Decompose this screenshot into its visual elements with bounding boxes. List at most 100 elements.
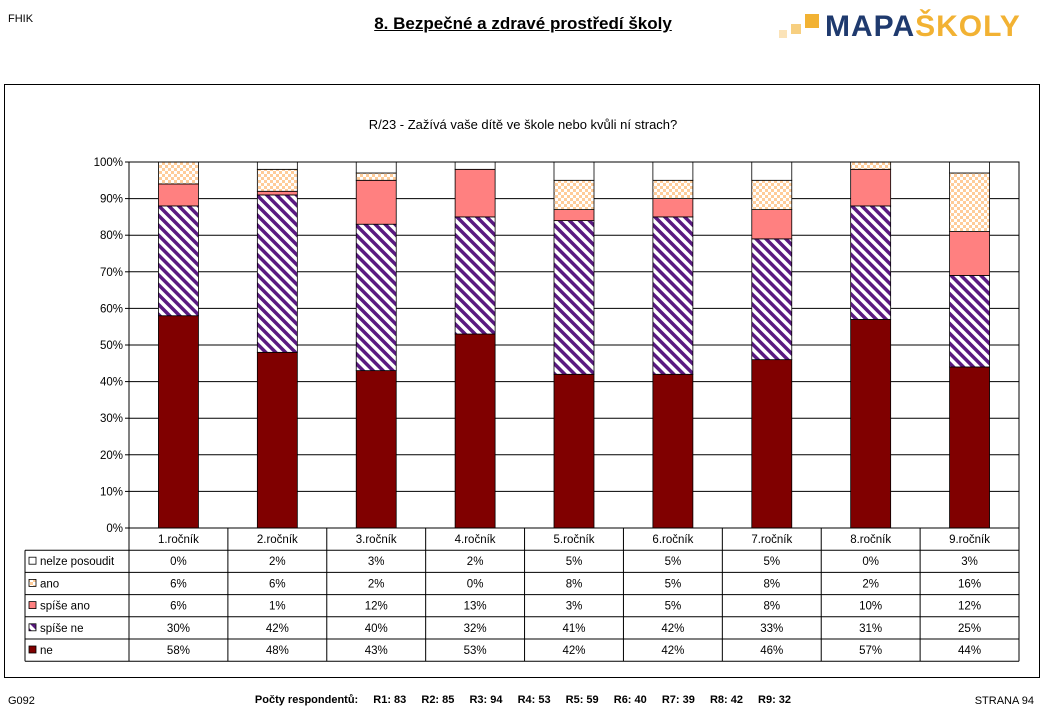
bar-segment <box>652 373 694 529</box>
bar-segment <box>850 161 892 170</box>
table-cell: 2% <box>368 578 385 590</box>
chart-title: R/23 - Zažívá vaše dítě ve škole nebo kv… <box>368 117 678 132</box>
table-cell: 0% <box>862 556 879 568</box>
category-label: 9.ročník <box>949 534 990 546</box>
respondent-count: R9: 32 <box>758 694 792 706</box>
category-label: 8.ročník <box>850 534 891 546</box>
legend-swatch <box>28 645 37 654</box>
category-label: 3.ročník <box>356 534 397 546</box>
school-code: FHIK <box>8 13 34 25</box>
table-cell: 1% <box>269 601 286 613</box>
respondent-counts: Počty respondentů: R1: 83 R2: 85 R3: 94 … <box>0 694 1046 706</box>
table-cell: 8% <box>566 578 583 590</box>
category-label: 2.ročník <box>257 534 298 546</box>
respondent-count: R1: 83 <box>373 694 407 706</box>
respondent-count: R5: 59 <box>565 694 599 706</box>
table-cell: 6% <box>170 601 187 613</box>
bar-segment <box>158 161 199 185</box>
table-cell: 42% <box>562 645 585 657</box>
bar-segment <box>949 161 990 174</box>
bar-segment <box>652 198 694 218</box>
respondent-count: R3: 94 <box>469 694 503 706</box>
respondents-label: Počty respondentů: <box>254 694 359 706</box>
table-cell: 41% <box>562 623 585 635</box>
table-cell: 10% <box>859 601 882 613</box>
table-cell: 30% <box>167 623 190 635</box>
bar-segment <box>850 318 892 529</box>
category-label: 5.ročník <box>554 534 595 546</box>
bar-segment <box>454 161 496 170</box>
bar-segment <box>355 223 397 372</box>
bar-segment <box>256 161 298 170</box>
bar-segment <box>454 216 496 335</box>
plot-frame <box>128 161 1020 529</box>
table-cell: 46% <box>760 645 783 657</box>
footer-code: G092 <box>8 695 35 707</box>
table-cell: 40% <box>365 623 388 635</box>
bar-segment <box>751 179 793 210</box>
y-tick-label: 10% <box>100 486 123 498</box>
table-cell: 2% <box>467 556 484 568</box>
legend-swatch <box>28 556 37 565</box>
bar-segment <box>751 161 793 181</box>
mapaskoly-logo: MAPAŠKOLY <box>775 8 1035 44</box>
table-cell: 6% <box>170 578 187 590</box>
table-cell: 6% <box>269 578 286 590</box>
table-cell: 58% <box>167 645 190 657</box>
table-cell: 8% <box>763 578 780 590</box>
table-cell: 5% <box>763 556 780 568</box>
table-cell: 3% <box>961 556 978 568</box>
bar-segment <box>355 370 397 529</box>
table-cell: 3% <box>566 601 583 613</box>
table-cell: 42% <box>266 623 289 635</box>
legend-label: spíše ano <box>40 601 90 613</box>
table-cell: 0% <box>467 578 484 590</box>
y-tick-label: 80% <box>100 230 123 242</box>
table-cell: 31% <box>859 623 882 635</box>
table-cell: 8% <box>763 601 780 613</box>
legend-swatch <box>28 623 37 632</box>
table-cell: 42% <box>661 645 684 657</box>
legend-swatch <box>28 579 37 587</box>
page-number: STRANA 94 <box>974 695 1034 707</box>
respondent-count: R6: 40 <box>613 694 647 706</box>
bar-segment <box>850 205 892 320</box>
y-tick-label: 60% <box>100 303 123 315</box>
y-tick-label: 70% <box>100 267 123 279</box>
bar-segment <box>158 183 199 207</box>
page-title: 8. Bezpečné a zdravé prostředí školy <box>374 14 672 33</box>
bar-segment <box>553 209 595 221</box>
table-cell: 13% <box>464 601 487 613</box>
bar-segment <box>355 172 397 181</box>
logo-text: MAPAŠKOLY <box>825 10 1021 43</box>
bar-segment <box>355 161 397 174</box>
bar-segment <box>158 205 199 317</box>
bar-segment <box>355 179 397 225</box>
legend-label: spíše ne <box>40 623 83 635</box>
bar-segment <box>454 168 496 218</box>
bar-segment <box>256 351 298 529</box>
table-cell: 5% <box>665 556 682 568</box>
legend-label: ano <box>40 578 59 590</box>
bar-segment <box>751 209 793 240</box>
category-label: 6.ročník <box>652 534 693 546</box>
y-tick-label: 50% <box>100 340 123 352</box>
bar-segment <box>652 216 694 375</box>
bar-segment <box>652 179 694 200</box>
table-cell: 16% <box>958 578 981 590</box>
table-cell: 2% <box>862 578 879 590</box>
y-tick-label: 20% <box>100 450 123 462</box>
bar-segment <box>256 190 298 196</box>
respondent-count: R4: 53 <box>517 694 551 706</box>
table-cell: 44% <box>958 645 981 657</box>
legend-label: ne <box>40 645 53 657</box>
table-cell: 33% <box>760 623 783 635</box>
bar-segment <box>850 168 892 207</box>
bar-segment <box>553 220 595 375</box>
table-cell: 5% <box>665 578 682 590</box>
logo-squares-icon <box>779 14 819 38</box>
table-cell: 2% <box>269 556 286 568</box>
respondent-count: R2: 85 <box>421 694 455 706</box>
bar-segment <box>949 275 990 368</box>
